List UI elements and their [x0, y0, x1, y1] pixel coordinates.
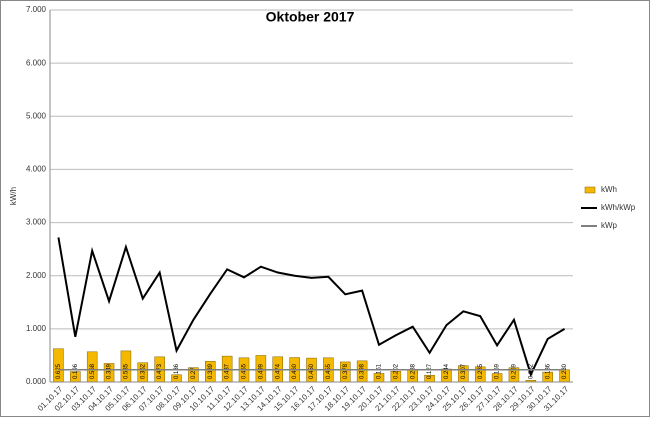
data-label: 0.568: [90, 363, 96, 379]
data-label: 0.244: [444, 363, 450, 379]
data-label: 0.625: [56, 363, 62, 379]
data-label: 0.473: [157, 363, 163, 379]
data-label: 0.269: [512, 363, 518, 379]
y-tick-label: 5.000: [26, 111, 47, 120]
y-tick-label: 0.000: [26, 377, 47, 386]
y-tick-label: 4.000: [26, 165, 47, 174]
data-label: 0.285: [478, 363, 484, 379]
data-label: 0.196: [73, 363, 79, 379]
data-label: 0.349: [107, 363, 113, 379]
data-label: 0.136: [174, 363, 180, 379]
y-tick-label: 7.000: [26, 5, 47, 14]
data-label: 0.585: [123, 363, 129, 379]
y-tick-label: 2.000: [26, 271, 47, 280]
data-label: 0.499: [258, 363, 264, 379]
data-label: 0.389: [208, 363, 214, 379]
legend-swatch: [584, 186, 596, 194]
data-label: 0.230: [562, 363, 568, 379]
data-label: 0.159: [495, 363, 501, 379]
data-label: 0.307: [461, 363, 467, 379]
line: [57, 237, 566, 378]
data-label: 0.127: [427, 363, 433, 379]
data-label: 0.460: [292, 363, 298, 379]
y-tick-label: 1.000: [26, 324, 47, 333]
legend-label: kWh: [601, 185, 617, 194]
y-tick-label: 6.000: [26, 58, 47, 67]
y-axis-label: kW/h: [9, 187, 18, 205]
data-label: 0.474: [275, 363, 281, 379]
chart-title: Oktober 2017: [266, 9, 355, 25]
data-label: 0.487: [225, 363, 231, 379]
data-label: 0.202: [393, 363, 399, 379]
data-label: 0.362: [140, 363, 146, 379]
y-tick-label: 3.000: [26, 218, 47, 227]
data-label: 0.161: [377, 363, 383, 379]
legend-label: kWp: [601, 221, 618, 230]
data-label: 0.27: [191, 367, 197, 379]
data-label: 0.238: [410, 363, 416, 379]
data-label: 0.450: [309, 363, 315, 379]
legend-label: kWh/kWp: [601, 203, 636, 212]
data-label: 0.378: [343, 363, 349, 379]
data-label: 0.398: [360, 363, 366, 379]
data-label: 0.455: [326, 363, 332, 379]
data-label: 0.455: [242, 363, 248, 379]
data-label: 0.186: [545, 363, 551, 379]
